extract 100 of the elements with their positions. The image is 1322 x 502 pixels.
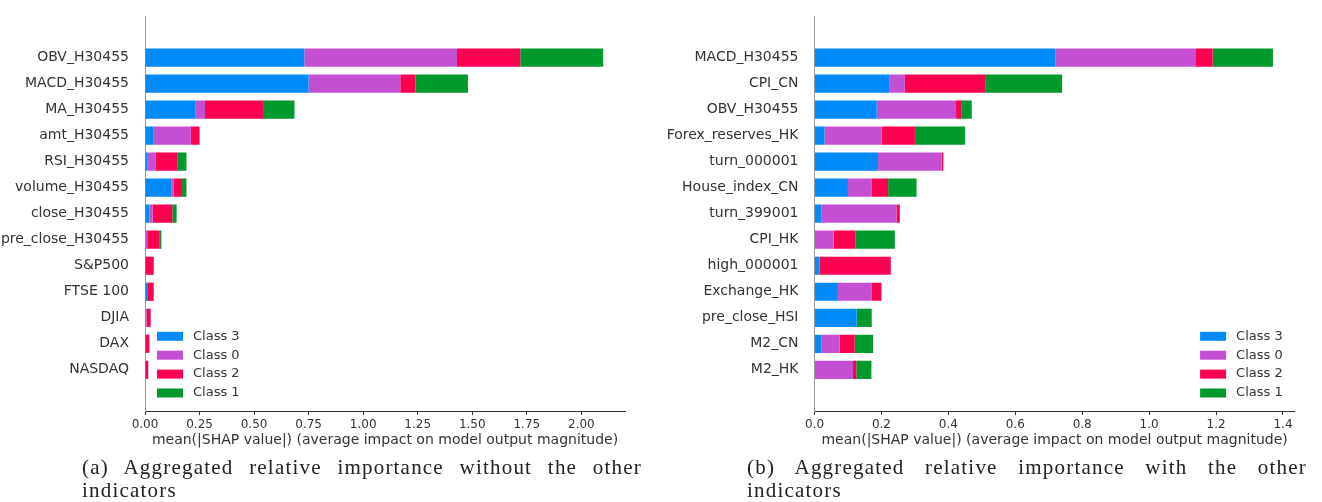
x-tick-label: 0.6 [1005, 417, 1025, 432]
y-tick-label: CPI_CN [748, 74, 799, 91]
bar [173, 178, 183, 197]
bar [815, 230, 834, 249]
bar [961, 100, 972, 119]
bar [149, 204, 153, 223]
y-tick-label: MACD_H30455 [694, 48, 799, 65]
legend-label: Class 2 [1236, 365, 1283, 381]
bar [888, 178, 917, 197]
bar [815, 100, 877, 119]
bar [415, 74, 468, 93]
y-tick-label: OBV_H30455 [37, 48, 129, 65]
legend-label: Class 2 [193, 365, 240, 381]
bar [172, 204, 177, 223]
bar [833, 230, 856, 249]
bar [881, 126, 915, 145]
legend-label: Class 3 [1236, 327, 1283, 343]
bar [839, 334, 855, 353]
y-tick-label: amt_H30455 [39, 126, 129, 143]
bar [815, 178, 848, 197]
legend-label: Class 3 [193, 327, 240, 343]
legend-label: Class 1 [193, 384, 240, 400]
y-tick-label: NASDAQ [69, 360, 129, 377]
bar [815, 334, 822, 353]
bar [190, 126, 200, 145]
bar [914, 126, 966, 145]
y-tick-label: OBV_H30455 [706, 100, 799, 117]
y-tick-label: pre_close_HSI [701, 308, 799, 325]
y-tick-label: high_000001 [707, 256, 799, 273]
bar [308, 74, 401, 93]
y-tick-label: volume_H30455 [15, 178, 129, 195]
bar [824, 126, 882, 145]
bar [815, 204, 822, 223]
bar [856, 308, 872, 327]
x-tick-label: 1.00 [349, 417, 377, 432]
y-tick-label: close_H30455 [30, 204, 129, 221]
bar [815, 74, 890, 93]
x-axis-title: mean(|SHAP value|) (average impact on model output magnitude) [821, 430, 1288, 448]
bar [871, 282, 882, 301]
bar [177, 152, 187, 171]
y-tick-label: turn_399001 [709, 204, 799, 221]
bar [1195, 48, 1213, 67]
text: (b) Aggregated relative importance with the other indicators [747, 455, 1307, 502]
x-tick-label: 1.4 [1273, 417, 1293, 432]
bar [985, 74, 1063, 93]
bar [815, 256, 820, 275]
bar [821, 334, 840, 353]
bar [1055, 48, 1196, 67]
x-tick-label: 0.0 [804, 417, 825, 432]
bar [821, 204, 897, 223]
y-tick-label: CPI_HK [749, 230, 800, 247]
x-axis-title: mean(|SHAP value|) (average impact on model output magnitude) [151, 430, 619, 448]
legend-label: Class 1 [1236, 384, 1283, 400]
y-tick-label: RSI_H30455 [44, 152, 129, 169]
bar [304, 48, 457, 67]
y-tick-label: S&P500 [74, 256, 129, 273]
bar [159, 230, 162, 249]
legend-label: Class 0 [193, 346, 240, 362]
x-tick-label: 0.4 [938, 417, 958, 432]
bar [145, 100, 196, 119]
bar [147, 152, 156, 171]
y-tick-label: turn_000001 [709, 152, 799, 169]
bar [815, 308, 857, 327]
bar [153, 126, 191, 145]
x-tick-label: 0.00 [131, 417, 159, 432]
bar [854, 334, 874, 353]
x-tick-label: 0.75 [295, 417, 322, 432]
bar [147, 282, 154, 301]
bar [155, 152, 178, 171]
bar [152, 204, 173, 223]
x-tick-label: 1.75 [513, 417, 541, 432]
bar [871, 178, 889, 197]
y-tick-label: MACD_H30455 [24, 74, 129, 91]
x-tick-label: 1.25 [404, 417, 432, 432]
y-tick-label: M2_CN [750, 334, 799, 351]
bar [171, 178, 174, 197]
bar [145, 74, 309, 93]
y-tick-label: Forex_reserves_HK [666, 126, 800, 143]
bar [878, 152, 942, 171]
bar [147, 230, 160, 249]
bar [205, 100, 264, 119]
x-tick-label: 0.2 [871, 417, 891, 432]
y-tick-label: House_index_CN [682, 178, 799, 195]
bar [847, 178, 872, 197]
y-tick-label: M2_HK [750, 360, 800, 377]
y-tick-label: Exchange_HK [703, 282, 800, 299]
y-tick-label: FTSE 100 [63, 282, 129, 299]
bar [145, 178, 172, 197]
y-tick-label: DAX [99, 334, 130, 351]
x-tick-label: 0.25 [186, 417, 213, 432]
bar [1212, 48, 1273, 67]
x-tick-label: 1.0 [1139, 417, 1159, 432]
bar [400, 74, 416, 93]
text: (a) Aggregated relative importance without the other indicators [82, 455, 642, 502]
x-tick-label: 2.00 [568, 417, 595, 432]
y-tick-label: pre_close_H30455 [0, 230, 129, 247]
x-tick-label: 0.8 [1072, 417, 1092, 432]
bar [457, 48, 521, 67]
bar [182, 178, 187, 197]
x-tick-label: 0.50 [240, 417, 268, 432]
